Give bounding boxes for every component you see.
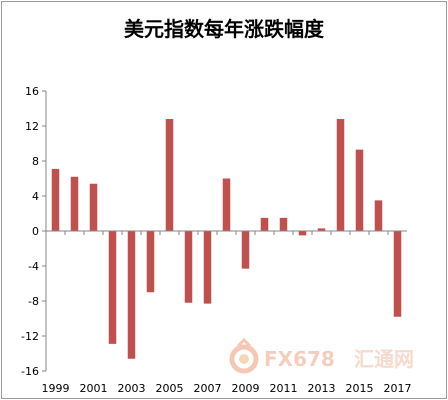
fx678-watermark: FX678 汇通网 [229,337,414,374]
y-tick-label: 8 [32,155,39,168]
bar-2011 [279,217,288,231]
y-tick-label: -12 [21,330,39,343]
x-tick-label: 2017 [384,382,412,395]
bar-2012 [298,231,307,236]
x-tick-label: 2001 [80,382,108,395]
bar-1999 [51,168,60,231]
bar-2010 [260,217,269,231]
y-tick-label: 4 [32,190,39,203]
bar-2017 [393,231,402,317]
x-tick-label: 2005 [156,382,184,395]
x-tick-label: 2015 [346,382,374,395]
bar-2013 [317,228,326,231]
bar-2003 [127,231,136,359]
chart-title: 美元指数每年涨跌幅度 [124,17,325,41]
bar-2016 [374,200,383,231]
fx678-logo-icon [229,337,259,374]
bar-2008 [222,178,231,231]
watermark-cn: 汇通网 [354,347,414,371]
x-tick-label: 2009 [232,382,260,395]
x-tick-label: 2011 [270,382,298,395]
x-tick-label: 2013 [308,382,336,395]
x-tick-label: 2003 [118,382,146,395]
bar-2009 [241,231,250,269]
y-tick-label: -4 [28,260,39,273]
watermark-brand: FX678 [264,347,335,371]
x-tick-label: 1999 [42,382,70,395]
bar-2007 [203,231,212,304]
x-tick-label: 2007 [194,382,222,395]
bar-2006 [184,231,193,303]
y-tick-label: -8 [28,295,39,308]
bar-2004 [146,231,155,293]
bar-2002 [108,231,117,344]
y-tick-label: 12 [25,120,39,133]
bar-2001 [89,183,98,231]
y-tick-labels: -16 -12 -8 -4 0 4 8 12 16 [21,85,46,378]
bar-2015 [355,149,364,231]
bar-2005 [165,119,174,231]
y-tick-label: 16 [25,85,39,98]
y-tick-label: -16 [21,365,39,378]
y-tick-label: 0 [32,225,39,238]
bar-2014 [336,119,345,231]
x-tick-labels: 1999 2001 2003 2005 2007 2009 2011 2013 2015 2017 [42,231,412,395]
bars [51,119,402,359]
bar-2000 [70,176,79,231]
